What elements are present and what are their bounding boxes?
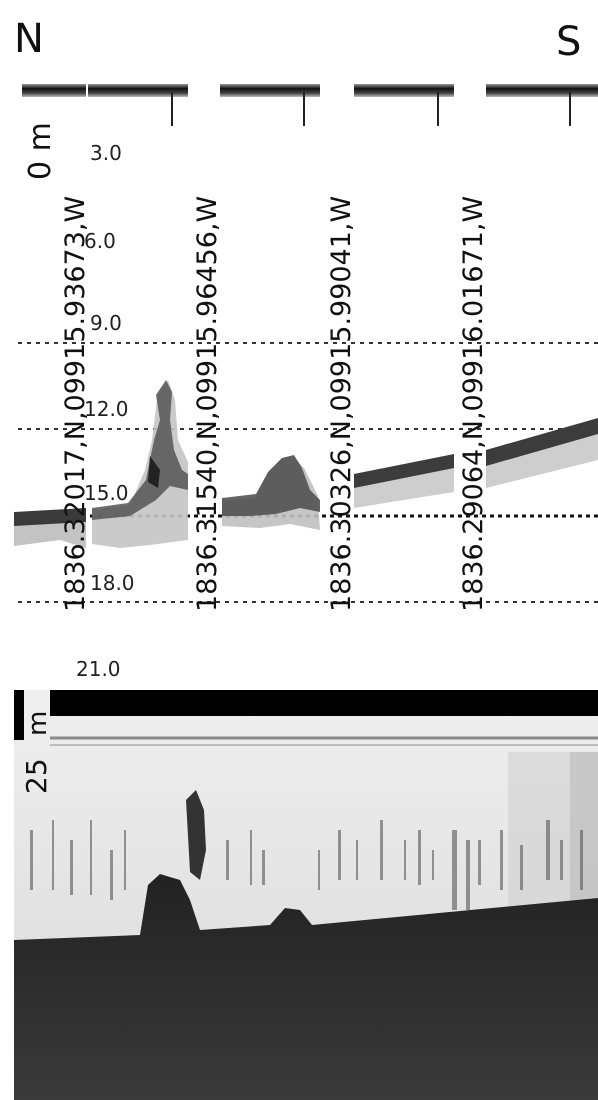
echo-streak: [52, 820, 54, 890]
surface-band-1: [22, 84, 86, 97]
transect-label: 1836.32017,N,09915.93673,W: [60, 196, 91, 612]
echo-streak: [546, 820, 550, 880]
echo-streak: [466, 840, 470, 910]
depth-tick-label: 9.0: [90, 311, 122, 335]
depth-tick-label: 18.0: [90, 571, 135, 595]
bottom-sonar-panel: m 25: [14, 690, 598, 1100]
tall-echo-structure: [186, 790, 206, 880]
echo-streak: [90, 820, 92, 895]
depth-tick-labels: 3.0 6.0 9.0 12.0 15.0 18.0 21.0: [76, 141, 135, 681]
surface-band-5: [486, 84, 598, 97]
surface-band-3: [220, 84, 320, 97]
depth-unit-label: 0 m: [23, 122, 58, 180]
column-artifact: [508, 752, 570, 912]
depth-tick-label: 3.0: [90, 141, 122, 165]
echo-streak: [478, 840, 481, 885]
echo-streak: [124, 830, 126, 890]
bottom-depth-label: 25: [20, 758, 53, 794]
echo-streak: [30, 830, 33, 890]
echo-streak: [418, 830, 421, 885]
depth-tick-label: 21.0: [76, 657, 121, 681]
echo-streak: [432, 850, 434, 880]
transect-label: 1836.29064,N,09916.01671,W: [458, 196, 489, 612]
echo-streak: [560, 840, 563, 880]
top-echogram-panel: 0 m 3.0 6.0 9.0 12.0 15.0 18.0 21.0 1836.32017…: [14, 84, 598, 681]
depth-tick-label: 15.0: [84, 481, 129, 505]
echo-streak: [580, 830, 583, 890]
transect-coordinate-labels: 1836.32017,N,09915.93673,W 1836.31540,N,0…: [60, 196, 489, 612]
echo-streak: [250, 830, 252, 885]
echo-streak: [318, 850, 320, 890]
seabed: [14, 874, 598, 1100]
echo-streak: [226, 840, 229, 880]
echo-streak: [356, 840, 358, 880]
echo-streaks: [30, 820, 583, 910]
bottom-unit-label: m: [23, 711, 53, 736]
echo-streak: [452, 830, 457, 910]
echo-streak: [380, 820, 383, 880]
transect-label: 1836.31540,N,09915.96456,W: [192, 196, 223, 612]
south-label: S: [556, 19, 581, 65]
echo-streak: [262, 850, 265, 885]
surface-band-bottom: [50, 690, 598, 716]
transect-label: 1836.30326,N,09915.99041,W: [326, 196, 357, 612]
echo-streak: [338, 830, 341, 880]
echo-streak: [404, 840, 406, 880]
surface-band-2: [88, 84, 188, 97]
echo-streak: [500, 830, 503, 890]
north-label: N: [14, 16, 44, 62]
echo-streak: [70, 840, 73, 895]
depth-tick-label: 6.0: [84, 229, 116, 253]
echo-streak: [520, 845, 523, 890]
echo-streak: [110, 850, 113, 900]
surface-band-4: [354, 84, 454, 97]
frame-marker: [14, 690, 24, 740]
seafloor-echo-traces: [14, 380, 598, 548]
depth-tick-label: 12.0: [84, 397, 129, 421]
